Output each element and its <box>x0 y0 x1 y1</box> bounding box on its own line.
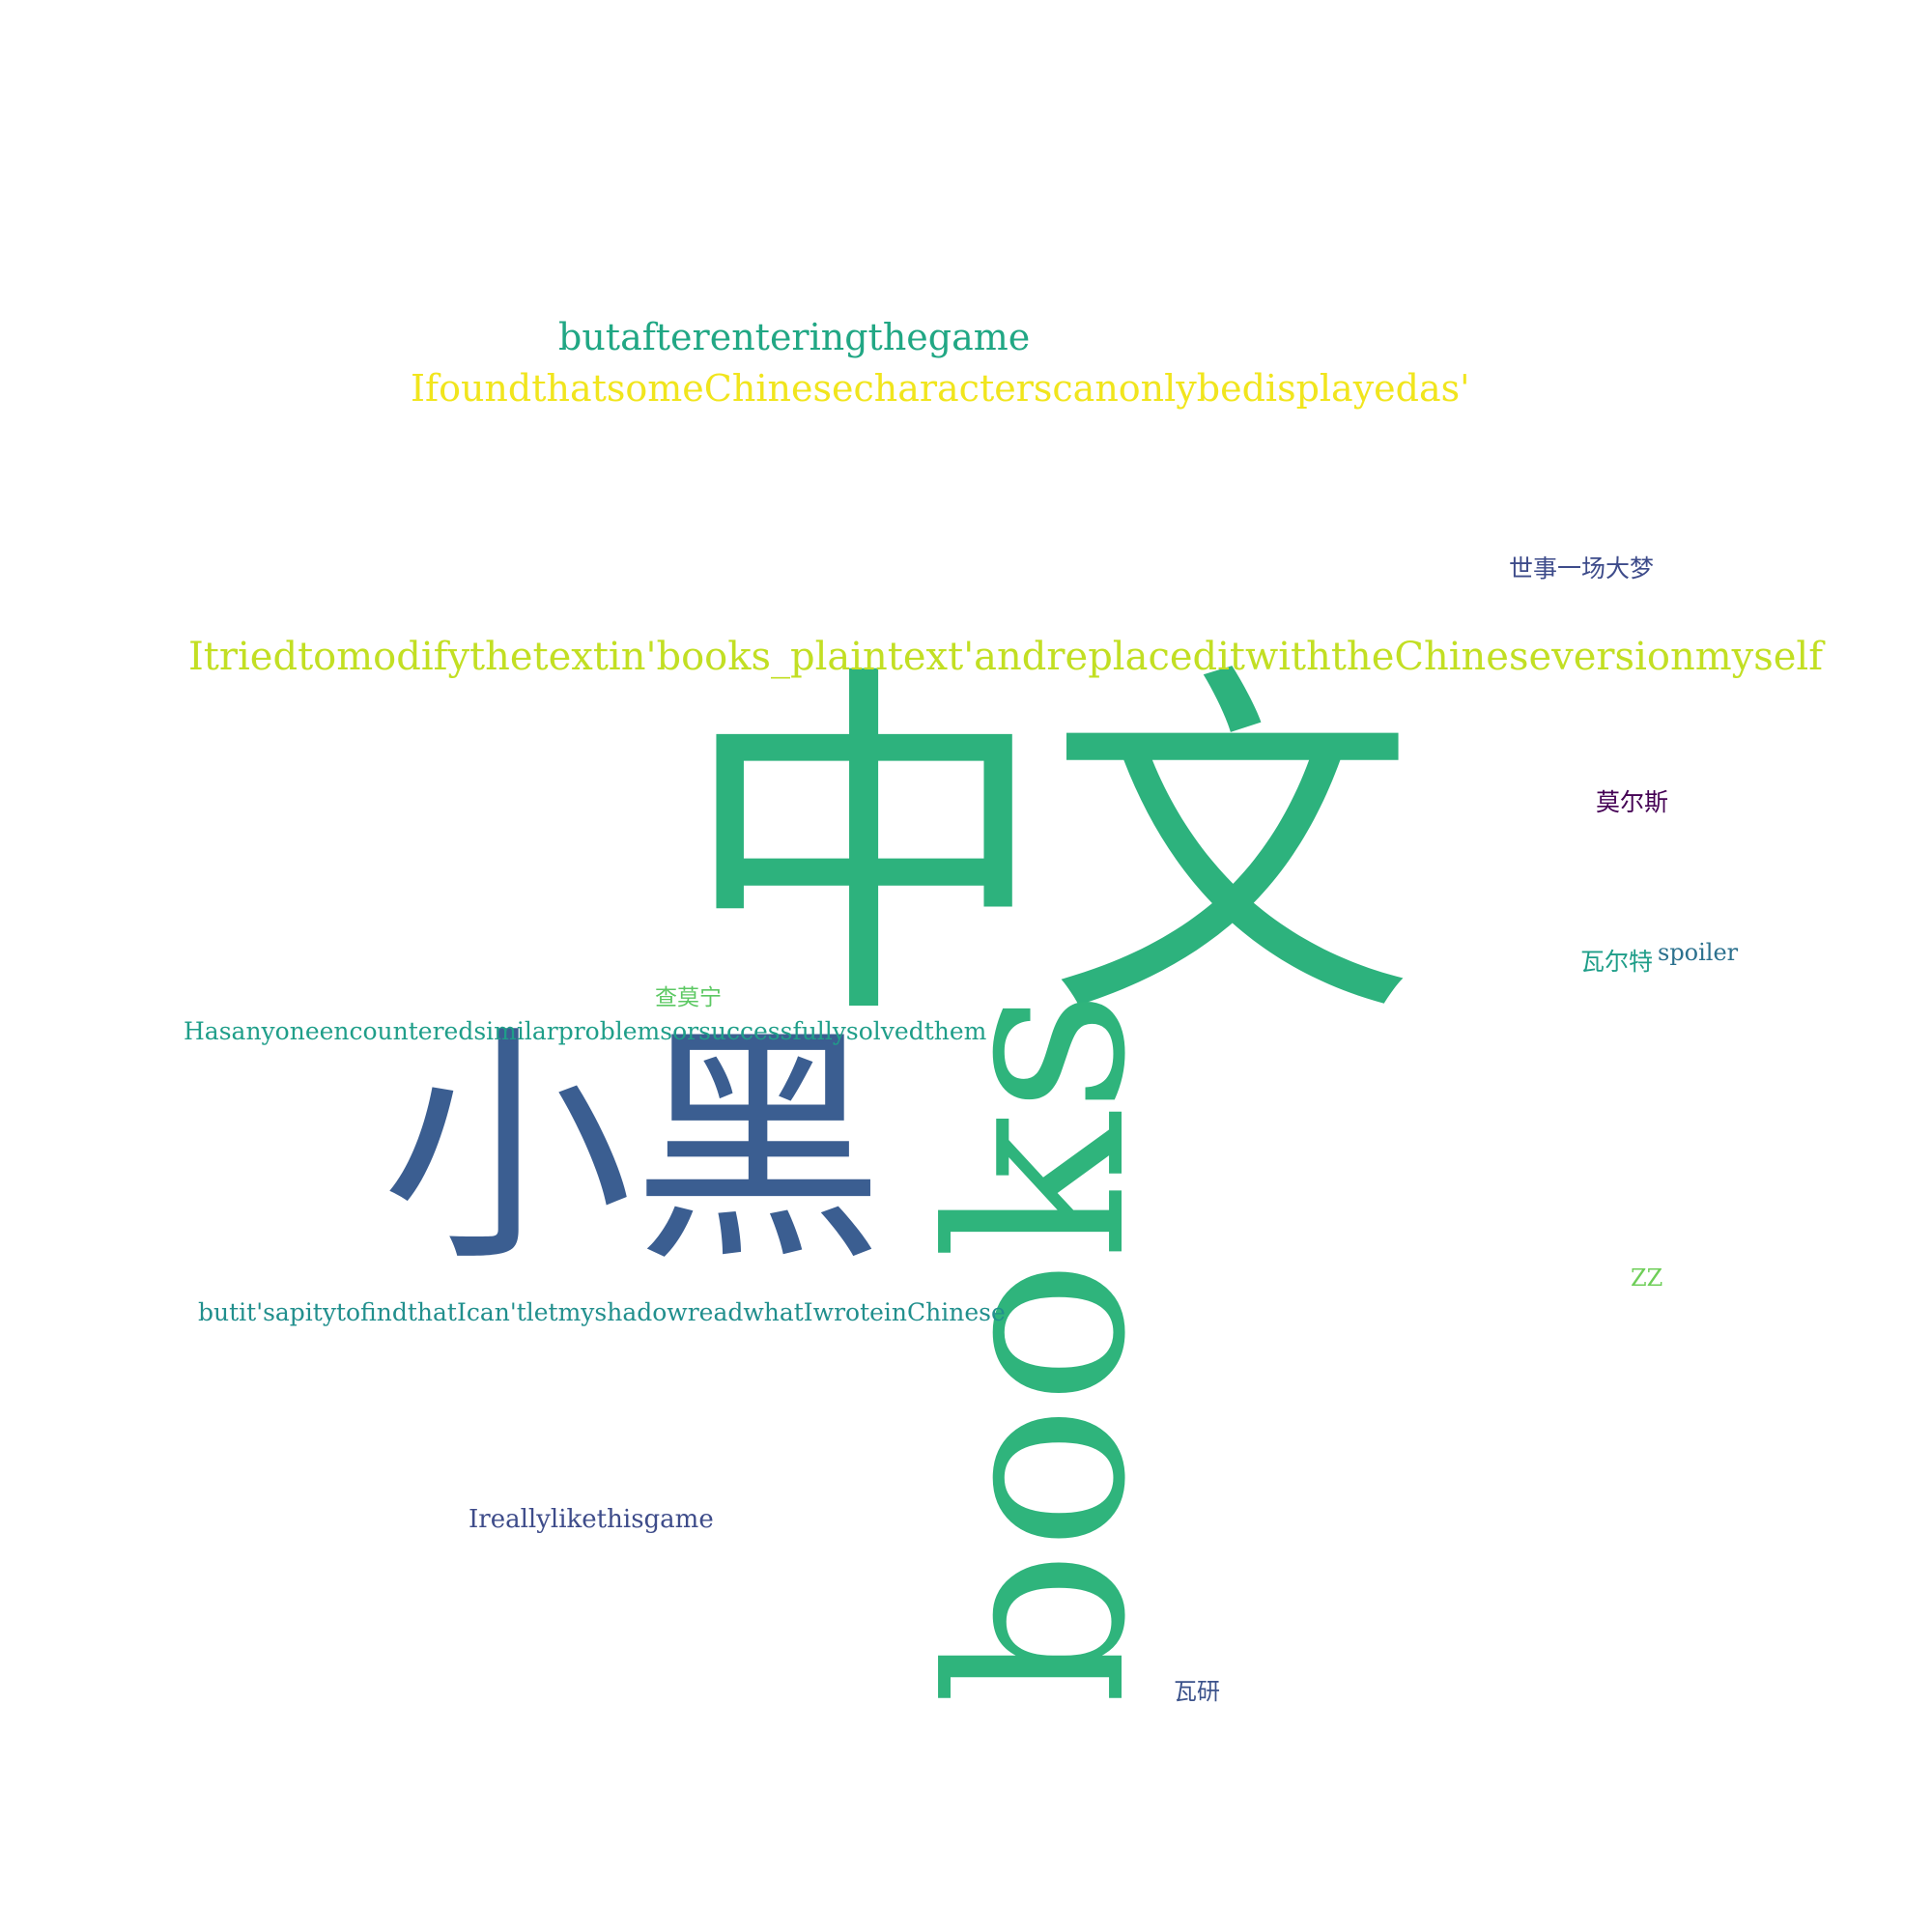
word-books: books <box>897 989 1179 1705</box>
word-tried-to-modify: Itriedtomodifythetextin'books_plaintext'… <box>188 635 1824 679</box>
word-zhongwen: 中文 <box>681 636 1415 1064</box>
word-zhamoning: 查莫宁 <box>655 985 722 1010</box>
word-its-a-pity: butit'sapitytofindthatIcan'tletmyshadowr… <box>198 1298 1006 1326</box>
word-found-characters: IfoundthatsomeChinesecharacterscanonlybe… <box>411 367 1470 410</box>
word-really-like-game: Ireallylikethisgame <box>469 1505 714 1534</box>
word-spoiler: spoiler <box>1658 939 1739 966</box>
word-has-anyone: Hasanyoneencounteredsimilarproblemsorsuc… <box>184 1017 987 1045</box>
word-xiaohei: 小黑 <box>382 1004 884 1295</box>
word-shishi-yichang-dameng: 世事一场大梦 <box>1509 554 1655 582</box>
word-zz: ZZ <box>1631 1264 1663 1292</box>
word-after-entering: butafterenteringthegame <box>558 316 1031 358</box>
word-moersi: 莫尔斯 <box>1596 788 1669 816</box>
word-waerte: 瓦尔特 <box>1580 948 1654 976</box>
word-wayan: 瓦研 <box>1174 1678 1220 1705</box>
